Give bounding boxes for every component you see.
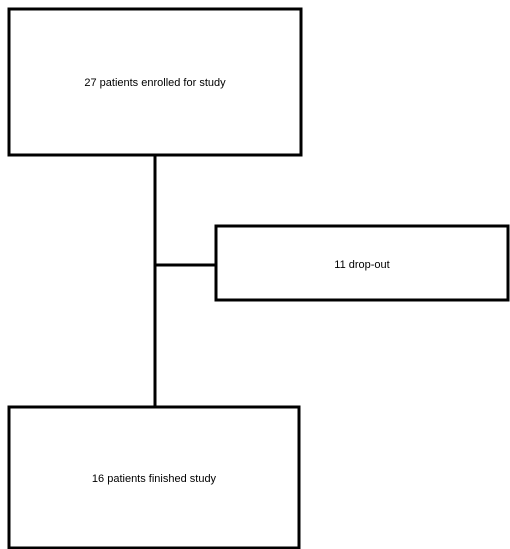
dropout-box	[214, 224, 510, 302]
enrolled-label: 27 patients enrolled for study	[84, 77, 226, 89]
enrolled-box	[7, 7, 303, 157]
finished-box	[7, 405, 301, 549]
finished-label: 16 patients finished study	[92, 473, 217, 485]
dropout-label: 11 drop-out	[334, 259, 389, 271]
